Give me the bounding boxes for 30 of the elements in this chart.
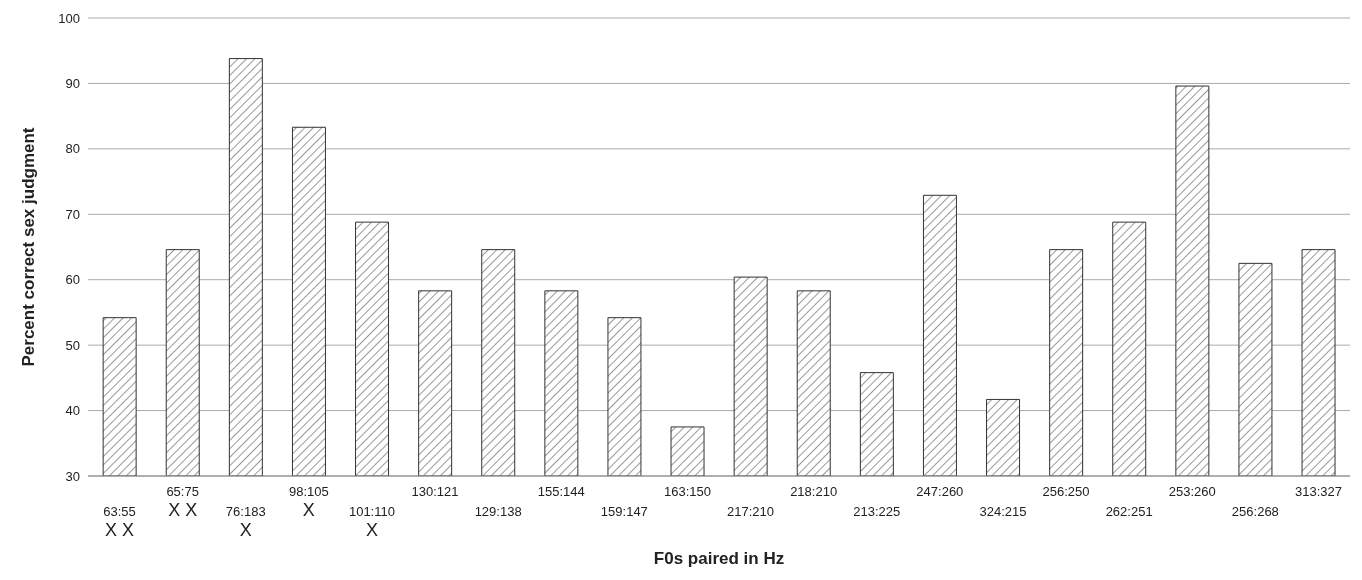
x-tick-label: 63:55 X X xyxy=(103,504,136,540)
y-tick-label: 40 xyxy=(65,403,80,419)
x-tick-label: 217:210 xyxy=(727,504,775,519)
x-tick-label: 253:260 xyxy=(1168,484,1216,499)
x-tick-label: 65:75 X X xyxy=(166,484,199,520)
y-tick-label: 50 xyxy=(65,337,80,353)
x-tick-label: 213:225 xyxy=(853,504,901,519)
x-tick-label: 98:105 X xyxy=(288,484,329,520)
y-axis-title: Percent correct sex judgment xyxy=(19,127,39,367)
x-axis-title: F0s paired in Hz xyxy=(653,549,785,568)
x-tick-label: 262:251 xyxy=(1105,504,1153,519)
x-tick-label: 256:268 xyxy=(1231,504,1279,519)
y-tick-label: 60 xyxy=(65,272,80,288)
x-tick-label: 218:210 xyxy=(790,484,838,499)
x-tick-label: 324:215 xyxy=(979,504,1027,519)
x-tick-label: 313:327 xyxy=(1294,484,1342,499)
y-tick-label: 90 xyxy=(65,76,80,92)
y-tick-label: 30 xyxy=(65,468,80,484)
y-tick-label: 100 xyxy=(58,10,80,26)
x-tick-label: 155:144 xyxy=(537,484,585,499)
x-tick-label: 101:110 X xyxy=(348,504,395,540)
x-tick-label: 129:138 xyxy=(474,504,522,519)
x-tick-label: 130:121 xyxy=(411,484,459,499)
x-tick-label: 76:183 X xyxy=(225,504,266,540)
x-tick-label: 163:150 xyxy=(663,484,711,499)
y-tick-label: 80 xyxy=(65,141,80,157)
x-tick-label: 247:260 xyxy=(916,484,964,499)
x-tick-label: 159:147 xyxy=(600,504,648,519)
x-tick-label: 256:250 xyxy=(1042,484,1090,499)
y-tick-label: 70 xyxy=(65,206,80,222)
